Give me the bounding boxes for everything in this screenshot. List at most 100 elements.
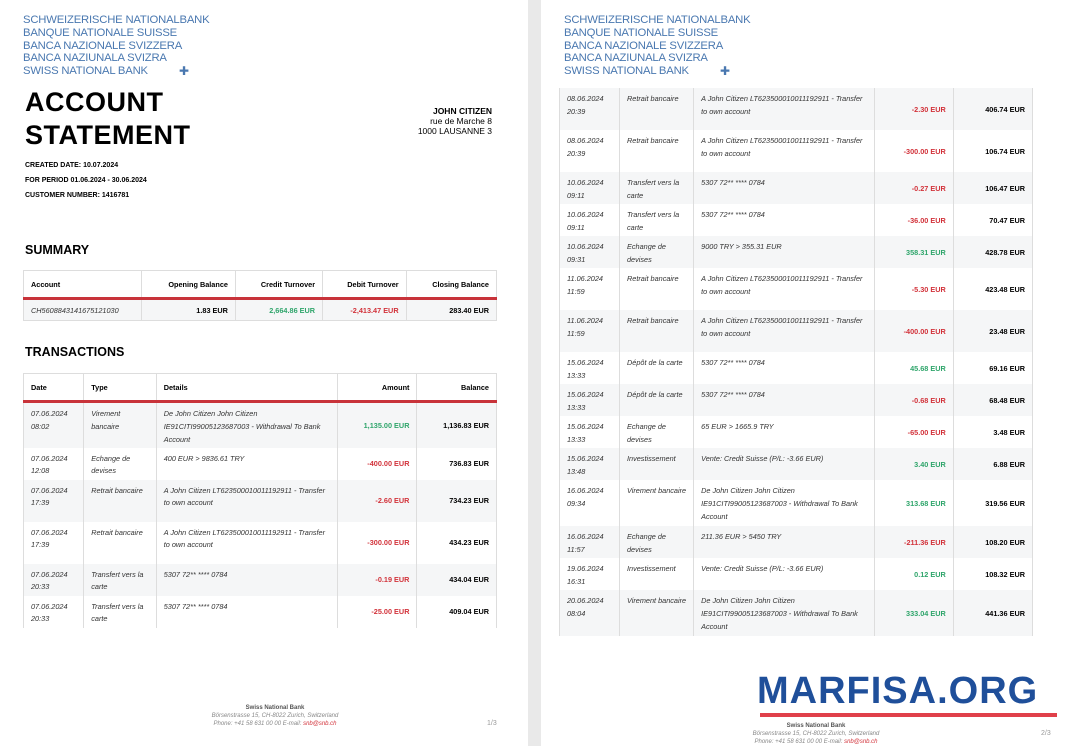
table-row: 07.06.2024 17:39 Retrait bancaire A John C… [22,479,497,522]
row-date: 08.06.2024 20:39 [559,130,620,172]
row-type: Investissement [618,558,695,590]
row-date: 07.06.2024 20:33 [22,595,85,628]
row-type: Transfert vers la carte [83,595,157,628]
col-credit: Credit Turnover [234,270,324,300]
row-date: 16.06.2024 09:34 [559,480,620,526]
row-date: 15.06.2024 13:33 [559,384,620,416]
table-row: 07.06.2024 08:02 Virement bancaire De John… [22,401,497,448]
row-details: 5307 72** **** 0784 [155,563,338,596]
statement-meta: CREATED DATE: 10.07.2024 FOR PERIOD 01.0… [25,158,147,203]
row-amount: 0.12 EUR [873,558,954,590]
swiss-cross-icon: ✚ [720,64,730,79]
logo-line: SCHWEIZERISCHE NATIONALBANK [564,14,751,26]
row-details: 400 EUR > 9836.61 TRY [155,447,338,480]
footer-address: Börsenstrasse 15, CH-8022 Zurich, Switze… [211,713,339,719]
row-details: De John Citizen John Citizen IE91CITI990… [693,480,875,526]
table-row: 11.06.2024 11:59 Retrait bancaire A John C… [559,268,1034,310]
row-date: 15.06.2024 13:33 [559,352,620,384]
row-details: A John Citizen LT623500010011192911 - Tr… [693,268,875,310]
row-amount: -5.30 EUR [873,268,954,310]
row-type: Investissement [618,448,695,480]
table-row: 08.06.2024 20:39 Retrait bancaire A John C… [559,130,1034,172]
table-row: 15.06.2024 13:33 Echange de devises 65 EUR… [559,416,1034,448]
row-type: Retrait bancaire [83,479,157,522]
row-type: Dépôt de la carte [618,384,695,416]
table-row: 10.06.2024 09:11 Transfert vers la carte 5… [559,172,1034,204]
row-amount: 358.31 EUR [873,236,954,268]
row-balance: 434.04 EUR [416,563,497,596]
row-details: 5307 72** **** 0784 [693,172,875,204]
row-amount: -211.36 EUR [873,526,954,558]
footer: Swiss National Bank Börsenstrasse 15, CH… [190,704,360,728]
table-row: 07.06.2024 20:33 Transfert vers la carte 5… [22,595,497,628]
row-amount: -0.27 EUR [873,172,954,204]
row-balance: 1,136.83 EUR [416,401,497,448]
summary-heading: SUMMARY [25,243,90,257]
footer-bank: Swiss National Bank [786,723,846,729]
row-date: 16.06.2024 11:57 [559,526,620,558]
table-row: 15.06.2024 13:33 Dépôt de la carte 5307 72… [559,384,1034,416]
footer-email[interactable]: snb@snb.ch [844,739,878,745]
row-type: Retrait bancaire [618,310,695,352]
row-date: 10.06.2024 09:31 [559,236,620,268]
row-details: 9000 TRY > 355.31 EUR [693,236,875,268]
row-amount: 3.40 EUR [873,448,954,480]
col-date: Date [22,373,85,403]
row-balance: 23.48 EUR [952,310,1034,352]
table-row: 16.06.2024 09:34 Virement bancaire De John… [559,480,1034,526]
row-type: Virement bancaire [618,480,695,526]
row-date: 11.06.2024 11:59 [559,310,620,352]
page-2: SCHWEIZERISCHE NATIONALBANK BANQUE NATIO… [541,0,1069,746]
footer-email[interactable]: snb@snb.ch [303,721,337,727]
row-details: A John Citizen LT623500010011192911 - Tr… [155,479,338,522]
snb-logo: SCHWEIZERISCHE NATIONALBANK BANQUE NATIO… [564,14,751,79]
row-amount: -400.00 EUR [873,310,954,352]
table-row: 20.06.2024 08:04 Virement bancaire De John… [559,590,1034,636]
col-details: Details [155,373,338,403]
row-balance: 108.32 EUR [952,558,1034,590]
table-row: 15.06.2024 13:33 Dépôt de la carte 5307 72… [559,352,1034,384]
table-row: 10.06.2024 09:31 Echange de devises 9000 T… [559,236,1034,268]
period: FOR PERIOD 01.06.2024 - 30.06.2024 [25,177,147,184]
row-details: 65 EUR > 1665.9 TRY [693,416,875,448]
title-line: STATEMENT [25,120,191,150]
row-date: 19.06.2024 16:31 [559,558,620,590]
row-amount: -300.00 EUR [336,521,418,564]
account-iban: CH5608843141675121030 [23,298,142,321]
table-row: 16.06.2024 11:57 Echange de devises 211.36… [559,526,1034,558]
row-amount: 313.68 EUR [873,480,954,526]
customer-city: 1000 LAUSANNE 3 [417,126,492,136]
customer-number: CUSTOMER NUMBER: 1416781 [25,192,130,199]
logo-line: BANCA NAZIUNALA SVIZRA [564,52,708,65]
row-amount: -2.30 EUR [873,88,954,130]
row-amount: -400.00 EUR [336,447,418,480]
created-date: CREATED DATE: 10.07.2024 [25,162,119,169]
row-balance: 409.04 EUR [416,595,497,628]
row-amount: 333.04 EUR [873,590,954,636]
footer-address: Börsenstrasse 15, CH-8022 Zurich, Switze… [752,731,880,737]
row-amount: -0.19 EUR [336,563,418,596]
row-type: Echange de devises [618,416,695,448]
row-details: 5307 72** **** 0784 [693,384,875,416]
closing-balance: 283.40 EUR [405,298,498,321]
row-type: Retrait bancaire [618,88,695,130]
row-balance: 736.83 EUR [416,447,497,480]
row-amount: -25.00 EUR [336,595,418,628]
table-row: 07.06.2024 20:33 Transfert vers la carte 5… [22,563,497,596]
row-balance: 106.47 EUR [952,172,1034,204]
table-row: 15.06.2024 13:48 Investissement Vente: Cre… [559,448,1034,480]
row-date: 07.06.2024 17:39 [22,479,85,522]
customer-address: JOHN CITIZEN rue de Marche 8 1000 LAUSAN… [418,106,492,136]
row-date: 11.06.2024 11:59 [559,268,620,310]
row-balance: 319.56 EUR [952,480,1034,526]
page-1: SCHWEIZERISCHE NATIONALBANK BANQUE NATIO… [0,0,528,746]
row-date: 10.06.2024 09:11 [559,204,620,236]
row-date: 15.06.2024 13:48 [559,448,620,480]
transactions-heading: TRANSACTIONS [25,345,125,359]
row-date: 15.06.2024 13:33 [559,416,620,448]
page-number: 1/3 [487,720,497,727]
table-row: 07.06.2024 12:08 Echange de devises 400 EU… [22,447,497,480]
row-details: 5307 72** **** 0784 [693,204,875,236]
logo-line: BANCA NAZIUNALA SVIZRA [23,52,167,65]
row-balance: 70.47 EUR [952,204,1034,236]
